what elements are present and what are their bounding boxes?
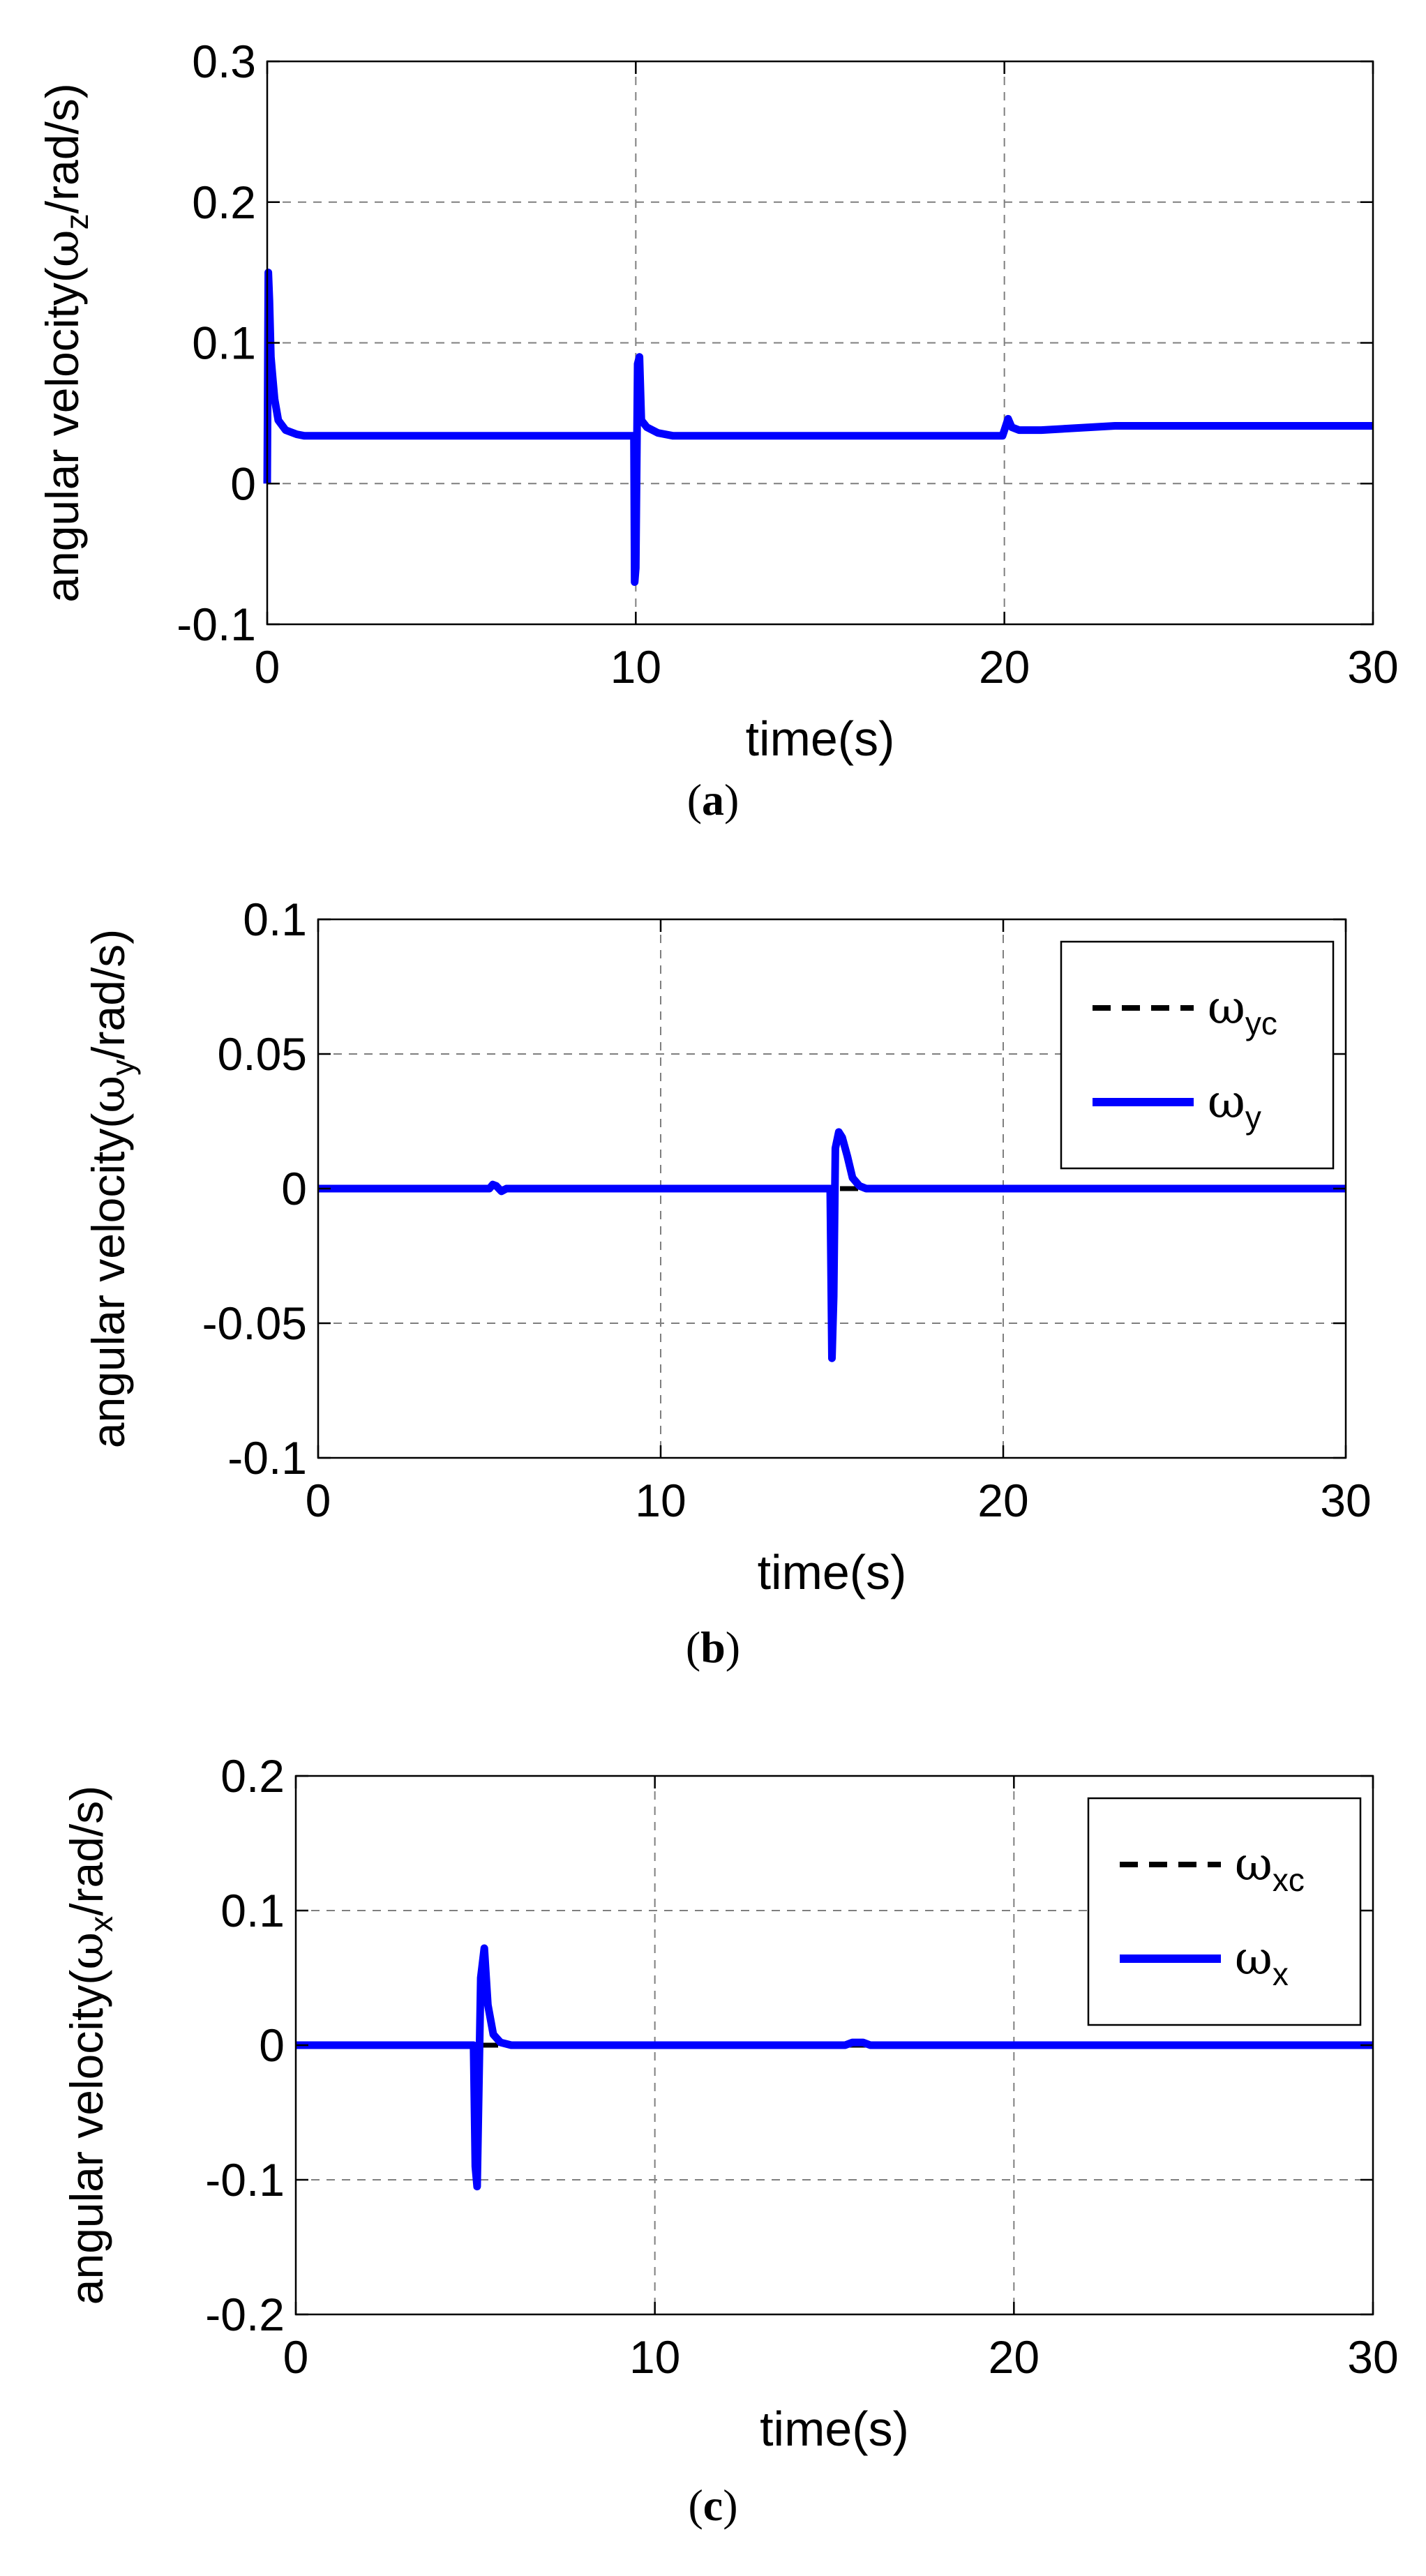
chart-c-x-tick-label: 30 bbox=[1347, 2331, 1398, 2383]
chart-a-series-1-line bbox=[263, 269, 1373, 586]
chart-a-y-tick-label: 0.1 bbox=[192, 317, 256, 369]
chart-a-x-tick-label: 10 bbox=[610, 641, 661, 693]
chart-c-x-tick-label: 10 bbox=[629, 2331, 680, 2383]
chart-b-x-tick-label: 30 bbox=[1320, 1475, 1371, 1526]
chart-b-caption-letter: b bbox=[700, 1622, 726, 1672]
chart-c-x-axis-label: time(s) bbox=[760, 2402, 909, 2456]
chart-c-legend-label-symbol: ω bbox=[1235, 1837, 1273, 1891]
chart-b-legend-label-sub: yc bbox=[1245, 1005, 1277, 1041]
chart-a-x-axis-label: time(s) bbox=[746, 711, 895, 766]
chart-a-x-tick-label: 20 bbox=[979, 641, 1030, 693]
chart-c-y-tick-label: -0.1 bbox=[205, 2154, 285, 2206]
chart-a-y-axis-label-prefix: angular velocity( bbox=[36, 267, 88, 603]
chart-c-legend-box bbox=[1087, 1797, 1362, 2026]
chart-c-x-tick-label: 0 bbox=[283, 2331, 309, 2383]
chart-b-x-tick-label: 20 bbox=[977, 1475, 1028, 1526]
chart-c-legend-label-sub: x bbox=[1273, 1956, 1289, 1992]
chart-c-caption-close: ) bbox=[723, 2480, 737, 2530]
chart-a-caption-letter: a bbox=[702, 775, 724, 824]
chart-b-y-tick-label: 0.05 bbox=[218, 1028, 307, 1080]
chart-c-legend-label-symbol: ω bbox=[1235, 1931, 1273, 1985]
chart-b-caption: (b) bbox=[686, 1622, 740, 1672]
chart-b-legend-label-1: ωyc bbox=[1208, 981, 1277, 1041]
chart-c-series-2-line bbox=[296, 1944, 1373, 2191]
chart-c-y-tick-label: 0 bbox=[259, 2019, 285, 2071]
chart-b-series-2-line bbox=[318, 1128, 1346, 1362]
chart-a-y-tick-label: 0.2 bbox=[192, 176, 256, 228]
chart-a-y-axis-label-sub: z bbox=[59, 213, 95, 229]
chart-b-legend-label-sub: y bbox=[1245, 1099, 1261, 1136]
chart-b-y-axis-label-suffix: /rad/s) bbox=[82, 929, 134, 1060]
chart-c-caption-open: ( bbox=[688, 2480, 703, 2530]
chart-c-legend-label-1: ωxc bbox=[1235, 1837, 1305, 1898]
chart-a-caption-open: ( bbox=[687, 775, 702, 824]
chart-a-y-axis-label-symbol: ω bbox=[36, 229, 89, 267]
chart-a-y-tick-label: -0.1 bbox=[177, 598, 256, 650]
chart-c: 0 10 20 30 -0.2 -0.1 0 0.1 0.2 time(s) angular vel… bbox=[60, 1750, 1399, 2530]
chart-b-caption-close: ) bbox=[726, 1622, 740, 1672]
chart-b-y-tick-label: -0.05 bbox=[202, 1297, 307, 1349]
chart-a-x-tick-label: 0 bbox=[255, 641, 280, 693]
chart-b-y-tick-label: 0.1 bbox=[243, 894, 307, 945]
chart-c-y-tick-label: -0.2 bbox=[205, 2289, 285, 2340]
chart-a-y-tick-label: 0 bbox=[230, 458, 256, 509]
chart-c-y-axis-label-symbol: ω bbox=[60, 1932, 114, 1970]
chart-a-caption-close: ) bbox=[724, 775, 739, 824]
chart-a-y-axis-label-suffix: /rad/s) bbox=[36, 83, 88, 213]
chart-b-caption-open: ( bbox=[686, 1622, 700, 1672]
chart-b-legend-box bbox=[1060, 940, 1335, 1170]
chart-a-caption: (a) bbox=[687, 775, 740, 824]
chart-b-x-tick-label: 10 bbox=[635, 1475, 686, 1526]
chart-b-legend-label-2: ωy bbox=[1208, 1075, 1261, 1136]
chart-b-y-axis-label: angular velocity(ωy/rad/s) bbox=[82, 929, 141, 1448]
chart-c-caption-letter: c bbox=[703, 2480, 723, 2530]
chart-c-y-axis-label-suffix: /rad/s) bbox=[61, 1786, 112, 1916]
chart-b-y-axis-label-prefix: angular velocity( bbox=[82, 1113, 134, 1449]
chart-c-y-tick-label: 0.2 bbox=[220, 1750, 285, 1802]
chart-b-y-axis-label-sub: y bbox=[105, 1060, 141, 1076]
chart-b-y-axis-label-symbol: ω bbox=[82, 1076, 135, 1113]
chart-b-legend-label-symbol: ω bbox=[1208, 1075, 1245, 1129]
chart-b: 0 10 20 30 -0.1 -0.05 0 0.05 0.1 time(s) angular v… bbox=[82, 894, 1372, 1672]
chart-c-x-tick-label: 20 bbox=[989, 2331, 1040, 2383]
chart-b-x-tick-label: 0 bbox=[306, 1475, 331, 1526]
chart-c-y-tick-label: 0.1 bbox=[220, 1885, 285, 1936]
chart-b-y-tick-label: 0 bbox=[281, 1163, 307, 1214]
chart-b-y-tick-label: -0.1 bbox=[227, 1432, 307, 1484]
chart-c-caption: (c) bbox=[688, 2480, 737, 2530]
chart-a-y-axis-label: angular velocity(ωz/rad/s) bbox=[36, 83, 95, 602]
chart-c-y-axis-label-prefix: angular velocity( bbox=[61, 1970, 112, 2305]
chart-c-legend-label-sub: xc bbox=[1273, 1862, 1305, 1898]
chart-a-x-tick-label: 30 bbox=[1347, 641, 1398, 693]
chart-c-y-axis-label-sub: x bbox=[83, 1916, 119, 1932]
chart-b-x-axis-label: time(s) bbox=[758, 1545, 907, 1599]
chart-c-legend-label-2: ωx bbox=[1235, 1931, 1289, 1992]
chart-c-y-axis-label: angular velocity(ωx/rad/s) bbox=[60, 1786, 119, 2305]
chart-b-legend-label-symbol: ω bbox=[1208, 981, 1245, 1034]
chart-a-y-tick-label: 0.3 bbox=[192, 36, 256, 87]
